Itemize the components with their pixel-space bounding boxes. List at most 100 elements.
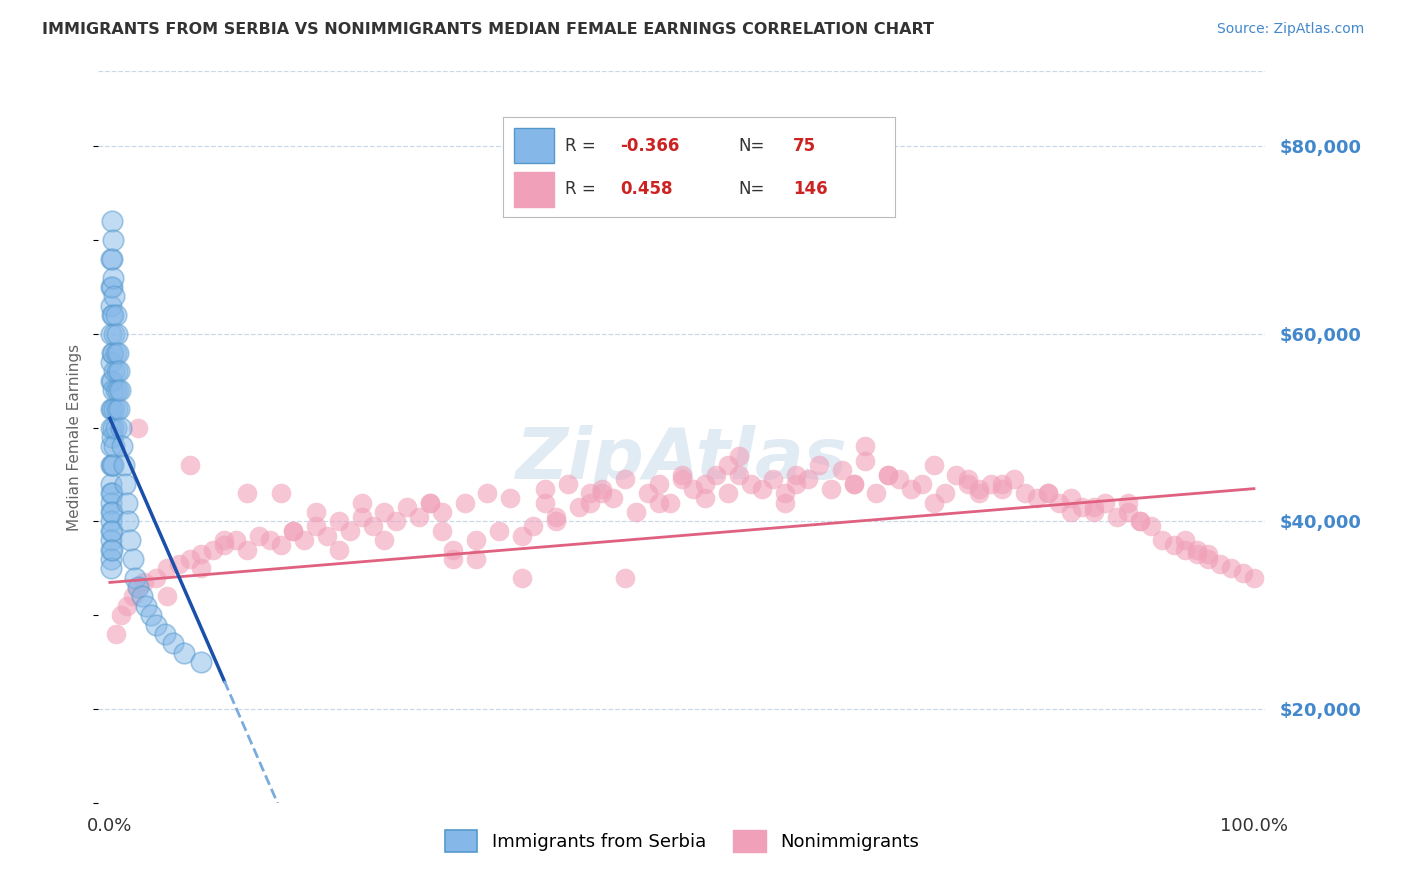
Point	[1232, 566, 1254, 580]
Text: IMMIGRANTS FROM SERBIA VS NONIMMIGRANTS MEDIAN FEMALE EARNINGS CORRELATION CHART: IMMIGRANTS FROM SERBIA VS NONIMMIGRANTS …	[42, 22, 934, 37]
Point	[105, 326, 128, 341]
Point	[100, 374, 122, 388]
Point	[328, 542, 350, 557]
Point	[785, 467, 807, 482]
Point	[1083, 505, 1105, 519]
Point	[100, 533, 122, 548]
Point	[131, 590, 153, 604]
Point	[396, 500, 419, 515]
Point	[1036, 486, 1059, 500]
Point	[108, 383, 131, 397]
Point	[980, 477, 1002, 491]
Point	[105, 401, 128, 416]
Point	[100, 542, 122, 557]
Point	[201, 542, 224, 557]
Point	[533, 482, 555, 496]
Point	[104, 383, 127, 397]
Point	[1220, 561, 1243, 575]
Point	[100, 515, 122, 529]
Point	[121, 552, 143, 566]
Point	[1025, 491, 1047, 505]
Point	[103, 440, 125, 454]
Point	[101, 401, 124, 416]
Point	[305, 505, 328, 519]
Point	[179, 458, 201, 473]
Point	[408, 509, 430, 524]
Point	[385, 515, 408, 529]
Point	[100, 552, 122, 566]
Text: 146: 146	[793, 179, 828, 197]
Text: 0.458: 0.458	[620, 179, 673, 197]
Y-axis label: Median Female Earnings: Median Female Earnings	[67, 343, 83, 531]
Point	[1049, 496, 1071, 510]
Point	[104, 420, 127, 434]
Point	[101, 345, 124, 359]
Point	[103, 420, 125, 434]
Point	[991, 482, 1014, 496]
Point	[1197, 547, 1219, 561]
Point	[853, 453, 876, 467]
Point	[956, 472, 979, 486]
Point	[101, 524, 124, 538]
Point	[101, 458, 124, 473]
Point	[510, 528, 533, 542]
Point	[1105, 509, 1128, 524]
Point	[305, 519, 328, 533]
Point	[934, 486, 956, 500]
Point	[100, 440, 122, 454]
Point	[1174, 533, 1197, 548]
Point	[103, 308, 125, 322]
Text: R =: R =	[565, 179, 596, 197]
Text: Source: ZipAtlas.com: Source: ZipAtlas.com	[1216, 22, 1364, 37]
Point	[281, 524, 304, 538]
Point	[659, 496, 682, 510]
Point	[156, 590, 179, 604]
Point	[717, 486, 740, 500]
Point	[179, 552, 201, 566]
Point	[831, 463, 853, 477]
Point	[624, 505, 647, 519]
Point	[100, 280, 122, 294]
Point	[104, 308, 127, 322]
Point	[682, 482, 704, 496]
Point	[419, 496, 441, 510]
Point	[190, 547, 212, 561]
Point	[419, 496, 441, 510]
Point	[361, 519, 384, 533]
Point	[259, 533, 281, 548]
Point	[145, 571, 167, 585]
Point	[1140, 519, 1163, 533]
Point	[103, 233, 125, 247]
Point	[911, 477, 934, 491]
Point	[969, 486, 991, 500]
Point	[101, 486, 124, 500]
Point	[579, 486, 602, 500]
Text: 75: 75	[793, 136, 815, 154]
Point	[101, 374, 124, 388]
Text: N=: N=	[738, 136, 765, 154]
Point	[969, 482, 991, 496]
Point	[820, 482, 842, 496]
Point	[339, 524, 361, 538]
Point	[100, 252, 122, 266]
Point	[728, 449, 751, 463]
Point	[1174, 542, 1197, 557]
Point	[842, 477, 865, 491]
Point	[544, 515, 567, 529]
Point	[127, 580, 149, 594]
Point	[808, 458, 831, 473]
Point	[693, 477, 716, 491]
Point	[613, 472, 636, 486]
Point	[100, 496, 122, 510]
Point	[465, 533, 488, 548]
Legend: Immigrants from Serbia, Nonimmigrants: Immigrants from Serbia, Nonimmigrants	[437, 823, 927, 860]
Point	[1002, 472, 1025, 486]
Point	[103, 345, 125, 359]
Point	[103, 458, 125, 473]
Point	[568, 500, 591, 515]
Point	[648, 477, 671, 491]
Point	[441, 552, 464, 566]
Point	[1208, 557, 1230, 571]
Point	[1083, 500, 1105, 515]
Point	[156, 561, 179, 575]
